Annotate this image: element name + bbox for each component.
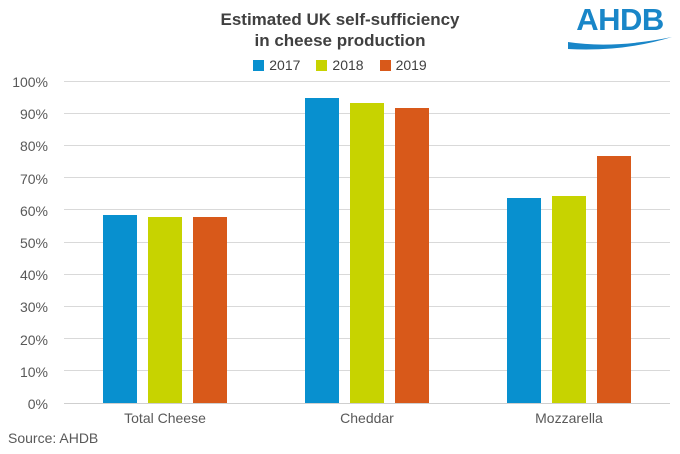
legend-swatch-2017 bbox=[253, 59, 265, 71]
legend-swatch-2019 bbox=[379, 59, 391, 71]
legend-item-2018: 2018 bbox=[316, 57, 364, 73]
bar-group-cheddar bbox=[266, 82, 468, 403]
plot-area bbox=[64, 81, 670, 404]
legend-swatch-2018 bbox=[316, 59, 328, 71]
ahdb-logo: AHDB bbox=[567, 2, 673, 52]
bar-2017-total-cheese bbox=[103, 215, 137, 403]
y-tick-label-0pct: 0% bbox=[27, 396, 48, 412]
legend-label-2019: 2019 bbox=[395, 57, 427, 73]
y-tick-label-70pct: 70% bbox=[19, 170, 48, 187]
y-tick-label-50pct: 50% bbox=[19, 235, 48, 251]
bar-2019-mozzarella bbox=[597, 155, 631, 403]
x-axis: Total Cheese Cheddar Mozzarella bbox=[64, 410, 670, 426]
chart-title-line2: in cheese production bbox=[254, 31, 426, 50]
y-tick-label-60pct: 60% bbox=[19, 202, 48, 219]
y-tick-label-100pct: 100% bbox=[12, 74, 48, 90]
x-label-cheddar: Cheddar bbox=[340, 410, 394, 426]
y-tick-label-30pct: 30% bbox=[19, 299, 48, 316]
ahdb-logo-wave-icon bbox=[568, 37, 672, 50]
source-caption: Source: AHDB bbox=[8, 430, 99, 446]
y-tick-label-40pct: 40% bbox=[19, 267, 48, 284]
y-axis: 0% 10% 20% 30% 40% 50% 60% 70% 80% 90% 100% bbox=[0, 74, 48, 412]
bar-2018-cheddar bbox=[350, 102, 384, 403]
bar-group-mozzarella bbox=[468, 82, 670, 403]
bar-group-total-cheese bbox=[64, 82, 266, 403]
y-tick-label-20pct: 20% bbox=[19, 331, 48, 348]
legend-item-2017: 2017 bbox=[253, 57, 300, 73]
legend-label-2018: 2018 bbox=[332, 57, 364, 73]
bar-2019-cheddar bbox=[395, 107, 429, 403]
y-tick-label-90pct: 90% bbox=[19, 106, 48, 123]
gridline-100pct bbox=[64, 81, 670, 82]
bar-2019-total-cheese bbox=[193, 216, 227, 403]
x-label-total-cheese: Total Cheese bbox=[124, 410, 206, 426]
bar-2018-mozzarella bbox=[552, 195, 586, 403]
chart-title: Estimated UK self-sufficiency in cheese … bbox=[0, 9, 680, 51]
x-label-mozzarella: Mozzarella bbox=[535, 410, 603, 426]
legend-item-2019: 2019 bbox=[379, 57, 427, 73]
bar-2017-cheddar bbox=[305, 98, 339, 403]
ahdb-logo-text: AHDB bbox=[576, 2, 664, 37]
legend-label-2017: 2017 bbox=[269, 57, 301, 73]
chart-legend: 2017 2018 2019 bbox=[0, 56, 680, 74]
bar-2017-mozzarella bbox=[507, 197, 541, 403]
y-tick-label-10pct: 10% bbox=[19, 363, 48, 380]
chart-title-line1: Estimated UK self-sufficiency bbox=[220, 10, 460, 29]
bar-2018-total-cheese bbox=[148, 216, 182, 403]
y-tick-label-80pct: 80% bbox=[19, 138, 48, 155]
bar-groups bbox=[64, 82, 670, 403]
